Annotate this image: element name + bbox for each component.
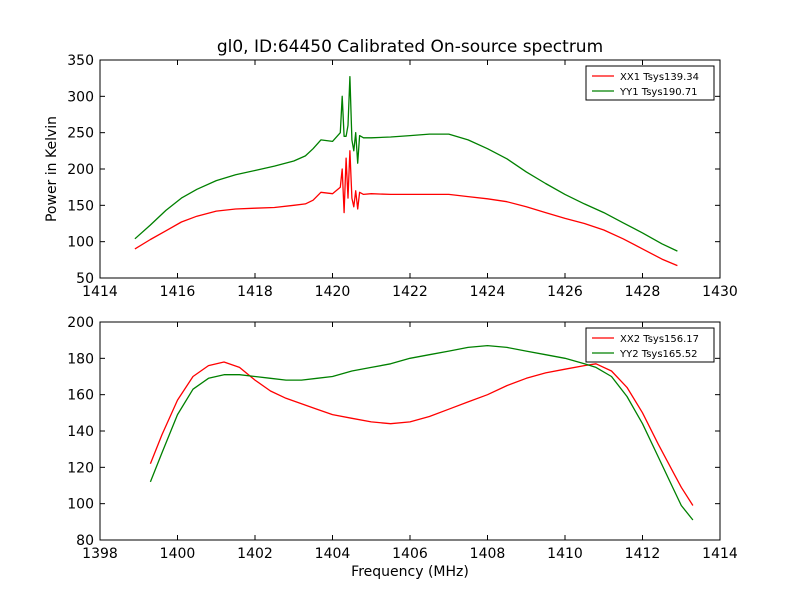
bottom-legend-label: YY2 Tsys165.52	[619, 349, 698, 360]
bottom-y-tick-label: 80	[76, 533, 94, 549]
top-x-tick-label: 1420	[315, 284, 351, 300]
bottom-legend-box	[585, 327, 715, 363]
bottom-legend: XX2 Tsys156.17 YY2 Tsys165.52	[585, 327, 715, 363]
bottom-y-tick-label: 180	[67, 351, 94, 367]
top-x-tick-label: 1430	[702, 284, 738, 300]
top-y-tick-label: 350	[67, 53, 94, 69]
top-series-line-yy1	[134, 76, 678, 252]
chart-title: gl0, ID:64450 Calibrated On-source spect…	[217, 37, 603, 57]
bottom-series-line-xx2	[149, 361, 694, 506]
top-y-tick-label: 150	[67, 198, 94, 214]
top-x-tick-label: 1418	[237, 284, 273, 300]
bottom-y-tick-label: 100	[67, 497, 94, 513]
bottom-plot-frame	[99, 321, 721, 541]
top-legend-box	[585, 65, 715, 101]
top-y-tick-label: 200	[67, 162, 94, 178]
bottom-legend-label: XX2 Tsys156.17	[620, 334, 699, 345]
top-y-tick-label: 250	[67, 126, 94, 142]
top-subplot: 1414 1416 1418 1420 1422 1424 1426 1428 1430 50 10…	[44, 53, 738, 300]
bottom-x-tick-label: 1408	[470, 546, 506, 562]
top-plot-frame	[99, 59, 721, 279]
bottom-y-tick-label: 200	[67, 315, 94, 331]
top-plot-marks: 1414 1416 1418 1420 1422 1424 1426 1428 1430 50 10…	[67, 53, 738, 300]
bottom-plot-marks: 1398 1400 1402 1404 1406 1408 1410 1412 1414 80 10…	[67, 315, 738, 562]
bottom-subplot: 1398 1400 1402 1404 1406 1408 1410 1412 1414 80 10…	[67, 315, 738, 580]
bottom-y-tick-label: 120	[67, 460, 94, 476]
bottom-x-tick-label: 1400	[160, 546, 196, 562]
top-legend: XX1 Tsys139.34 YY1 Tsys190.71	[585, 65, 715, 101]
top-x-tick-label: 1426	[547, 284, 583, 300]
top-legend-label: XX1 Tsys139.34	[620, 72, 699, 83]
top-x-tick-label: 1424	[470, 284, 506, 300]
top-y-tick-label: 100	[67, 235, 94, 251]
top-y-tick-label: 50	[76, 271, 94, 287]
bottom-series-line-yy2	[149, 344, 694, 521]
bottom-x-tick-label: 1414	[702, 546, 738, 562]
top-y-axis-label: Power in Kelvin	[44, 116, 60, 222]
top-x-tick-label: 1414	[82, 284, 118, 300]
top-x-tick-label: 1416	[160, 284, 196, 300]
top-y-tick-label: 300	[67, 89, 94, 105]
bottom-x-tick-label: 1402	[237, 546, 273, 562]
bottom-x-tick-label: 1406	[392, 546, 428, 562]
x-axis-label: Frequency (MHz)	[351, 564, 469, 580]
bottom-y-tick-label: 160	[67, 388, 94, 404]
bottom-x-tick-label: 1412	[625, 546, 661, 562]
top-x-tick-label: 1428	[625, 284, 661, 300]
bottom-x-tick-label: 1398	[82, 546, 118, 562]
bottom-y-tick-label: 140	[67, 424, 94, 440]
top-series-line-xx1	[134, 150, 678, 267]
top-x-tick-label: 1422	[392, 284, 428, 300]
top-legend-label: YY1 Tsys190.71	[619, 87, 698, 98]
bottom-x-tick-label: 1410	[547, 546, 583, 562]
bottom-x-tick-label: 1404	[315, 546, 351, 562]
